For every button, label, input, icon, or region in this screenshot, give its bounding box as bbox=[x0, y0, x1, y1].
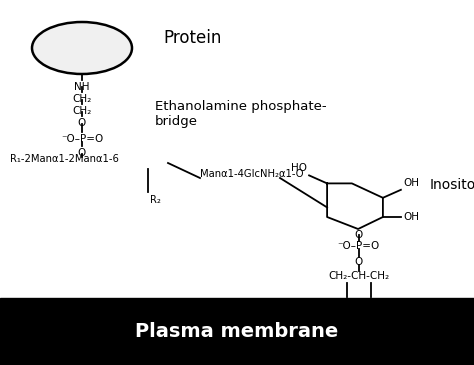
Text: Plasma membrane: Plasma membrane bbox=[136, 322, 338, 341]
Text: ⁻O–P=O: ⁻O–P=O bbox=[61, 134, 103, 144]
Text: O: O bbox=[78, 148, 86, 158]
Text: CH₂: CH₂ bbox=[73, 94, 91, 104]
Text: R₁-2Manα1-2Manα1-6: R₁-2Manα1-2Manα1-6 bbox=[10, 154, 119, 164]
Text: HO: HO bbox=[291, 164, 307, 173]
Text: Inositol: Inositol bbox=[430, 178, 474, 192]
Text: CH₂-CH-CH₂: CH₂-CH-CH₂ bbox=[328, 271, 389, 281]
Text: ⁻O–P=O: ⁻O–P=O bbox=[337, 241, 380, 251]
Text: O: O bbox=[355, 230, 363, 240]
Text: Ethanolamine phosphate-
bridge: Ethanolamine phosphate- bridge bbox=[155, 100, 327, 128]
Ellipse shape bbox=[32, 22, 132, 74]
Text: NH: NH bbox=[74, 82, 90, 92]
Text: R₂: R₂ bbox=[150, 195, 161, 205]
Text: Protein: Protein bbox=[163, 29, 221, 47]
Text: CH₂: CH₂ bbox=[73, 106, 91, 116]
Text: OH: OH bbox=[403, 212, 419, 222]
Text: OH: OH bbox=[403, 178, 419, 188]
Bar bbox=[0, 298, 474, 365]
Text: Manα1-4GlcNH₂α1-O: Manα1-4GlcNH₂α1-O bbox=[200, 169, 303, 179]
Text: O: O bbox=[78, 118, 86, 128]
Text: O: O bbox=[355, 257, 363, 267]
